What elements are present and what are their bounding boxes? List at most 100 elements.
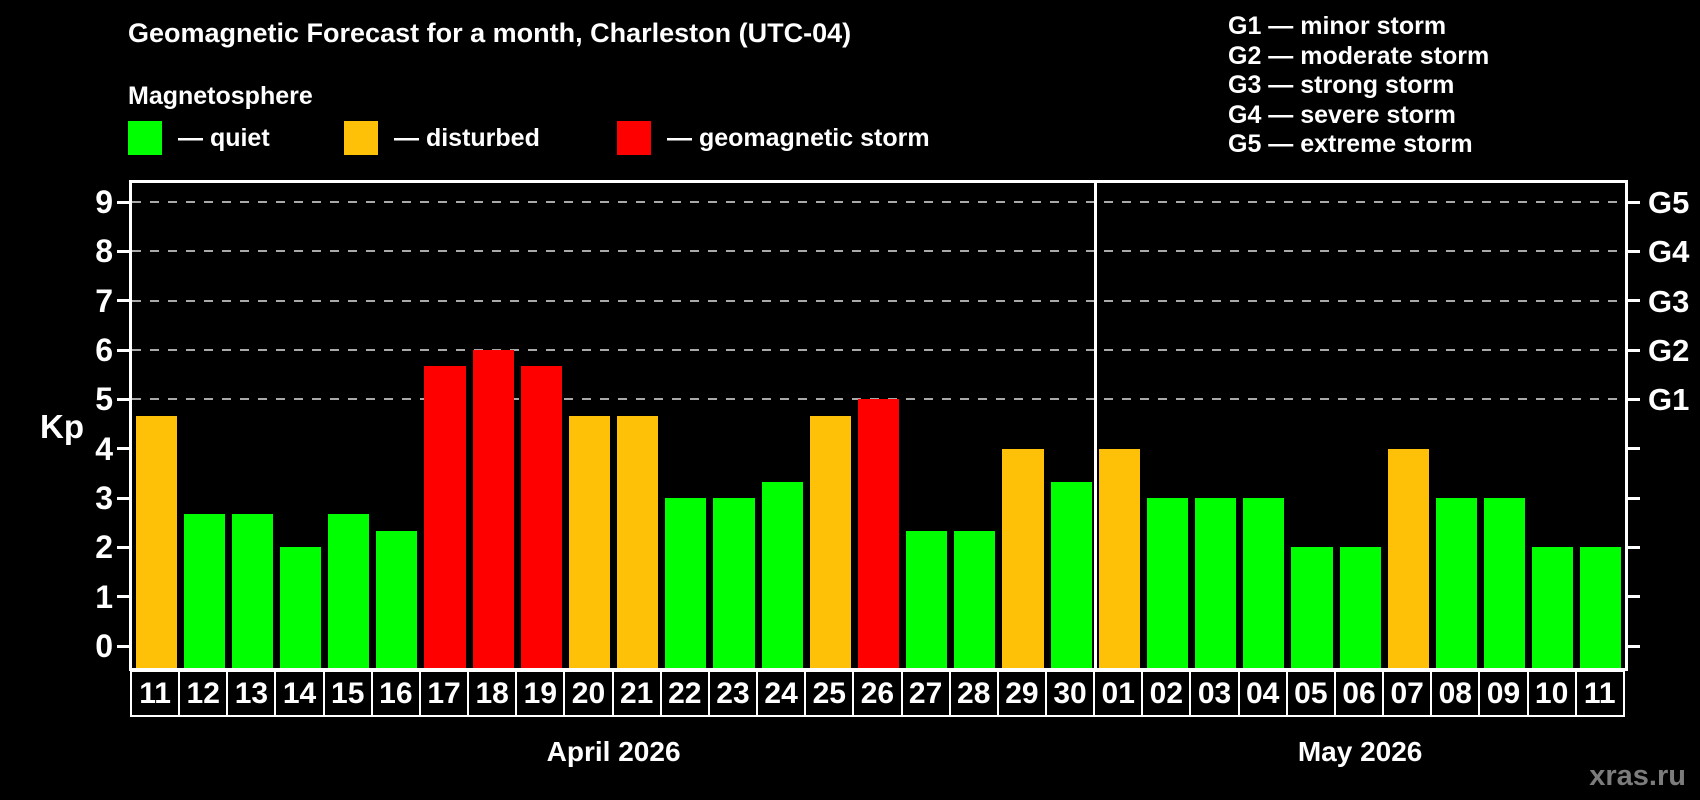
y-axis-tick	[117, 595, 129, 599]
storm-color-swatch	[617, 121, 651, 155]
kp-bar-disturbed	[1387, 448, 1429, 668]
kp-bar-storm	[520, 366, 562, 668]
kp-bar-quiet	[231, 514, 273, 668]
g1-legend-line: G1 — minor storm	[1228, 12, 1447, 40]
day-cell: 26	[852, 670, 903, 717]
day-cell: 09	[1478, 670, 1529, 717]
day-cell: 06	[1333, 670, 1385, 717]
plot-inner	[132, 183, 1625, 668]
day-cell: 29	[996, 670, 1047, 717]
kp-bar-quiet	[1291, 547, 1333, 668]
day-cell: 12	[178, 670, 229, 717]
kp-bar-quiet	[1484, 498, 1526, 668]
month-label-may: May 2026	[1297, 736, 1423, 767]
magnetosphere-subtitle: Magnetosphere	[128, 82, 313, 110]
day-cell: 05	[1285, 670, 1336, 717]
day-cell: 27	[900, 670, 951, 717]
kp-bar-storm	[472, 350, 514, 668]
kp-bar-quiet	[713, 498, 755, 668]
legend-label: — geomagnetic storm	[667, 123, 930, 152]
legend-item-disturbed: — disturbed	[344, 120, 540, 156]
day-cell: 13	[226, 670, 277, 717]
day-cell: 30	[1044, 670, 1096, 717]
day-cell: 01	[1093, 670, 1144, 717]
kp-bar-quiet	[1146, 498, 1189, 668]
kp-bar-disturbed	[1002, 448, 1044, 668]
g-axis-tick	[1628, 348, 1640, 352]
kp-bar-quiet	[1580, 547, 1622, 668]
y-axis-tick	[117, 496, 129, 500]
kp-bar-disturbed	[1098, 448, 1140, 668]
day-cell: 11	[130, 670, 181, 717]
grid-line-kp8	[132, 250, 1625, 253]
quiet-color-swatch	[128, 121, 162, 155]
day-cell: 20	[563, 670, 614, 717]
day-cell: 07	[1382, 670, 1433, 717]
plot-area	[129, 180, 1628, 671]
day-cell: 23	[707, 670, 759, 717]
y-axis-title: Kp	[40, 408, 84, 445]
kp-bar-disturbed	[617, 415, 659, 668]
y-tick-label: 1	[95, 578, 113, 615]
day-cell: 24	[756, 670, 807, 717]
y-axis-tick	[117, 397, 129, 401]
legend-label: — disturbed	[394, 123, 540, 152]
kp-bar-quiet	[1243, 498, 1285, 668]
kp-bar-disturbed	[135, 415, 177, 668]
day-cell: 25	[804, 670, 855, 717]
g-axis-tick	[1628, 447, 1640, 451]
y-axis-tick	[117, 200, 129, 204]
kp-bar-quiet	[1339, 547, 1381, 668]
g-axis-tick	[1628, 595, 1640, 599]
day-cell: 10	[1526, 670, 1577, 717]
day-cell: 17	[418, 670, 470, 717]
g-level-label: G5	[1648, 185, 1690, 221]
kp-bar-quiet	[665, 498, 707, 668]
g-axis-tick	[1628, 299, 1640, 303]
month-separator-line	[1093, 183, 1097, 668]
g-axis-tick	[1628, 496, 1640, 500]
g-axis-tick	[1628, 397, 1640, 401]
kp-bar-quiet	[279, 547, 322, 668]
legend-label: — quiet	[178, 123, 270, 152]
y-tick-label: 7	[95, 282, 113, 319]
g5-legend-line: G5 — extreme storm	[1228, 130, 1473, 158]
y-tick-label: 9	[95, 184, 113, 221]
day-cell: 03	[1189, 670, 1240, 717]
y-axis-tick	[117, 545, 129, 549]
page-title: Geomagnetic Forecast for a month, Charle…	[128, 18, 852, 48]
kp-bar-quiet	[376, 531, 418, 668]
y-tick-label: 4	[95, 430, 113, 467]
day-cell: 28	[948, 670, 999, 717]
day-cell: 19	[515, 670, 566, 717]
day-cell: 08	[1430, 670, 1481, 717]
g-axis-tick	[1628, 545, 1640, 549]
kp-bar-quiet	[1195, 498, 1237, 668]
kp-bar-quiet	[183, 514, 225, 668]
kp-bar-disturbed	[568, 415, 611, 668]
grid-line-kp9	[132, 201, 1625, 204]
g-axis-tick	[1628, 249, 1640, 253]
y-axis-tick	[117, 447, 129, 451]
g-level-label: G3	[1648, 283, 1690, 319]
y-tick-label: 2	[95, 529, 113, 566]
y-axis-tick	[117, 299, 129, 303]
day-cell: 22	[659, 670, 710, 717]
g3-legend-line: G3 — strong storm	[1228, 71, 1455, 99]
day-cell: 16	[370, 670, 421, 717]
watermark: xras.ru	[1589, 760, 1686, 792]
g4-legend-line: G4 — severe storm	[1228, 100, 1456, 129]
day-cell: 11	[1574, 670, 1625, 717]
day-cell: 15	[322, 670, 373, 717]
kp-bar-quiet	[906, 531, 948, 668]
y-tick-label: 5	[95, 381, 113, 418]
legend-item-quiet: — quiet	[128, 120, 270, 156]
y-axis-tick	[117, 348, 129, 352]
y-tick-label: 6	[95, 332, 113, 369]
month-label-april: April 2026	[546, 736, 681, 767]
day-axis-row: 11 12 13 14 15 16 17 18 19 20 21 22 23 24 25 26 27 28 29 30…	[130, 670, 1625, 717]
kp-bar-storm	[424, 366, 466, 668]
day-cell: 02	[1141, 670, 1192, 717]
kp-bar-quiet	[328, 514, 370, 668]
